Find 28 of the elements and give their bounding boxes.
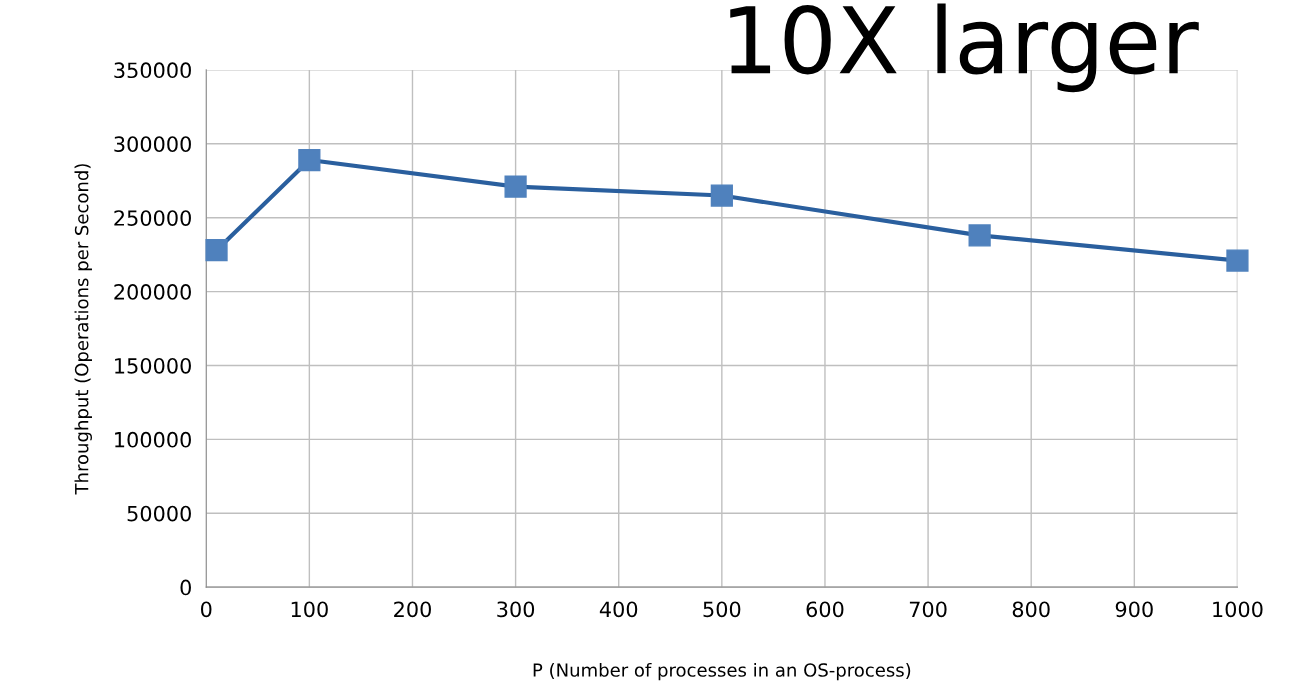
annotation: 10X larger [730,3,1199,93]
x-tick-label: 200 [394,601,431,618]
x-tick-label: 900 [1115,601,1153,618]
x-tick-label: 0 [200,601,212,618]
y-tick-label: 350000 [114,62,191,79]
x-tick-label: 1000 [1213,601,1263,618]
point [1226,249,1249,272]
point [205,239,228,262]
point [504,175,527,198]
x-tick-label: 300 [497,601,535,618]
y-tick-label: 200000 [114,284,191,300]
x-tick-label: 400 [599,601,638,618]
point [968,224,991,247]
y-tick-label: 0 [180,579,191,596]
y-axis-title: Throughput (Operations per Second) [74,164,92,495]
x-tick-label: 100 [291,601,328,618]
point [298,148,321,172]
y-tick-label: 150000 [115,357,191,374]
y-tick-label: 100000 [115,431,191,448]
y-tick-label: 300000 [114,136,191,153]
point [710,184,733,207]
x-tick-label: 500 [703,601,741,618]
x-tick-label: 800 [1012,601,1050,618]
x-tick-label: 600 [806,601,844,618]
y-tick-label: 250000 [114,210,191,226]
y-tick-label: 50000 [127,505,191,522]
x-tick-label: 700 [909,601,947,618]
x-axis-title: P (Number of processes in an OS-process) [533,662,911,681]
